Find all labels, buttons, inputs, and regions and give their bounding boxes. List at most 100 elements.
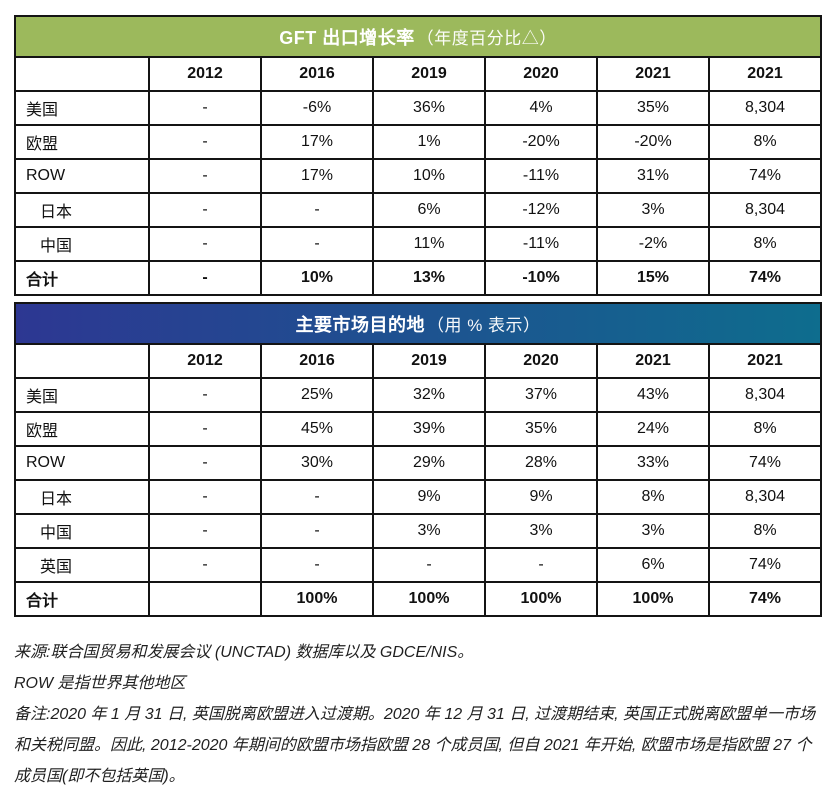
table-row: ROW -30% 29% 28% 33% 74% <box>14 445 822 481</box>
row-label: 合计 <box>14 260 150 296</box>
cell-value: 31% <box>596 158 710 194</box>
cell-value: 3% <box>596 513 710 549</box>
cell-value: 24% <box>596 411 710 447</box>
source-note: 来源:联合国贸易和发展会议 (UNCTAD) 数据库以及 GDCE/NIS。 <box>14 644 474 661</box>
cell-value: 4% <box>484 90 598 126</box>
year-column-header: 2021 <box>596 56 710 92</box>
cell-value: -6% <box>260 90 374 126</box>
cell-value <box>148 581 262 617</box>
cell-value: 29% <box>372 445 486 481</box>
cell-value: 1% <box>372 124 486 160</box>
row-definition-note: ROW 是指世界其他地区 <box>14 675 186 692</box>
cell-value: - <box>484 547 598 583</box>
year-column-header: 2012 <box>148 56 262 92</box>
table-row: 英国 - - - -6% 74% <box>14 547 822 583</box>
cell-value: 15% <box>596 260 710 296</box>
cell-value: 35% <box>484 411 598 447</box>
cell-value: 8,304 <box>708 90 822 126</box>
row-label: ROW <box>14 445 150 481</box>
remark-note: 备注:2020 年 1 月 31 日, 英国脱离欧盟进入过渡期。2020 年 1… <box>14 706 816 785</box>
year-column-header: 2020 <box>484 343 598 379</box>
table-row: 欧盟 -17% 1% -20% -20% 8% <box>14 124 822 160</box>
year-column-header: 2016 <box>260 343 374 379</box>
cell-value: - <box>148 377 262 413</box>
table1-header: 2012 2016 2019 2020 2021 2021 <box>14 56 822 92</box>
row-label: 美国 <box>14 377 150 413</box>
table-row: 美国 -25% 32% 37% 43% 8,304 <box>14 377 822 413</box>
cell-value: - <box>148 90 262 126</box>
cell-value: - <box>148 513 262 549</box>
cell-value: 6% <box>372 192 486 228</box>
cell-value: 36% <box>372 90 486 126</box>
year-column-header: 2021 <box>708 343 822 379</box>
year-column-header: 2021 <box>708 56 822 92</box>
cell-value: 74% <box>708 445 822 481</box>
cell-value: -20% <box>596 124 710 160</box>
cell-value: - <box>260 192 374 228</box>
table-row: ROW -17% 10% -11% 31% 74% <box>14 158 822 194</box>
cell-value: -11% <box>484 226 598 262</box>
cell-value: 100% <box>372 581 486 617</box>
year-column-header: 2019 <box>372 343 486 379</box>
table-row: 美国 - -6% 36% 4% 35% 8,304 <box>14 90 822 126</box>
row-label: 中国 <box>14 513 150 549</box>
cell-value: -2% <box>596 226 710 262</box>
cell-value: 8% <box>708 124 822 160</box>
cell-value: 45% <box>260 411 374 447</box>
cell-value: 43% <box>596 377 710 413</box>
cell-value: -11% <box>484 158 598 194</box>
cell-value: 8,304 <box>708 192 822 228</box>
gft-export-growth-table: 2012 2016 2019 2020 2021 2021 美国 - -6% 36% 4% 35% 8… <box>14 56 822 296</box>
row-label: 中国 <box>14 226 150 262</box>
table2-body: 美国 -25% 32% 37% 43% 8,304 欧盟 -45% 39% 35% 24% 8% ROW… <box>14 377 822 617</box>
cell-value: 25% <box>260 377 374 413</box>
row-label: ROW <box>14 158 150 194</box>
cell-value: 28% <box>484 445 598 481</box>
year-column-header: 2019 <box>372 56 486 92</box>
main-market-destinations-table: 2012 2016 2019 2020 2021 2021 美国 -25% 32% 37% 43%… <box>14 343 822 617</box>
cell-value: - <box>148 411 262 447</box>
row-label: 欧盟 <box>14 411 150 447</box>
row-label: 欧盟 <box>14 124 150 160</box>
table1-title-bar: GFT 出口增长率 （年度百分比△） <box>14 15 822 56</box>
cell-value: 10% <box>260 260 374 296</box>
cell-value: - <box>260 513 374 549</box>
cell-value: 35% <box>596 90 710 126</box>
year-column-header: 2021 <box>596 343 710 379</box>
cell-value: 37% <box>484 377 598 413</box>
cell-value: - <box>148 260 262 296</box>
cell-value: 100% <box>260 581 374 617</box>
row-label: 日本 <box>14 192 150 228</box>
cell-value: 3% <box>484 513 598 549</box>
year-column-header: 2020 <box>484 56 598 92</box>
total-row: 合计 100% 100% 100% 100% 74% <box>14 581 822 617</box>
table-row: 日本 - -6% -12% 3% 8,304 <box>14 192 822 228</box>
table2-title: 主要市场目的地 <box>295 314 425 335</box>
cell-value: -12% <box>484 192 598 228</box>
cell-value: 39% <box>372 411 486 447</box>
row-label-header <box>14 343 150 379</box>
cell-value: -10% <box>484 260 598 296</box>
cell-value: 8,304 <box>708 377 822 413</box>
cell-value: 100% <box>484 581 598 617</box>
cell-value: 3% <box>372 513 486 549</box>
cell-value: 17% <box>260 158 374 194</box>
cell-value: 8% <box>708 226 822 262</box>
cell-value: 9% <box>372 479 486 515</box>
row-label: 美国 <box>14 90 150 126</box>
row-label-header <box>14 56 150 92</box>
cell-value: 10% <box>372 158 486 194</box>
table-row: 欧盟 -45% 39% 35% 24% 8% <box>14 411 822 447</box>
year-column-header: 2016 <box>260 56 374 92</box>
cell-value: - <box>260 547 374 583</box>
cell-value: 33% <box>596 445 710 481</box>
cell-value: - <box>148 192 262 228</box>
cell-value: -20% <box>484 124 598 160</box>
header-row: 2012 2016 2019 2020 2021 2021 <box>14 343 822 379</box>
table-row: 日本 - -9% 9% 8% 8,304 <box>14 479 822 515</box>
table1-body: 美国 - -6% 36% 4% 35% 8,304 欧盟 -17% 1% -20% -20% 8% ROW… <box>14 90 822 296</box>
table1-title-subtitle: （年度百分比△） <box>416 29 557 48</box>
cell-value: - <box>260 479 374 515</box>
year-column-header: 2012 <box>148 343 262 379</box>
